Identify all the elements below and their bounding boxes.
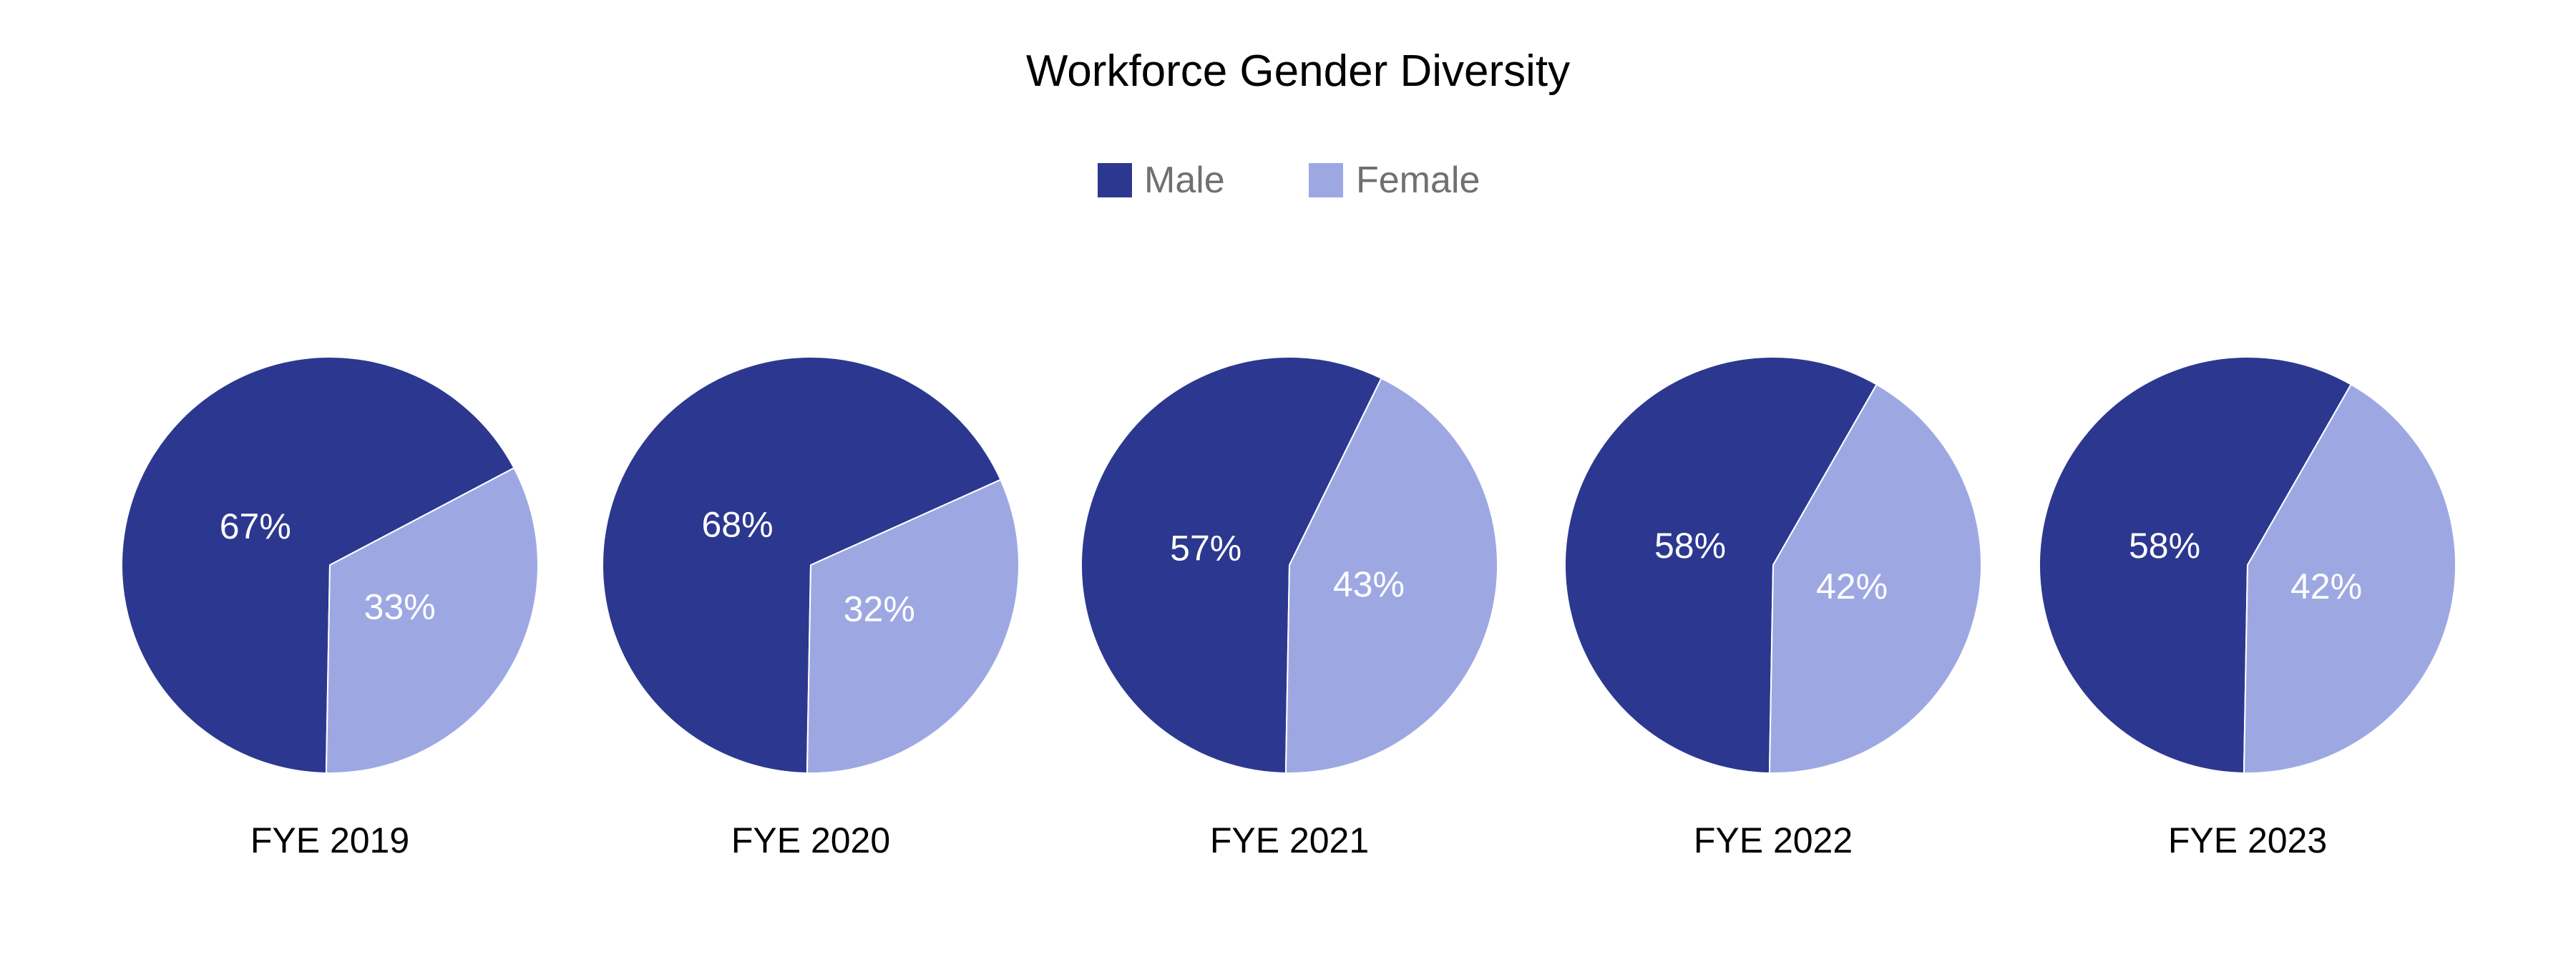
legend: Male Female [1098, 160, 1480, 201]
pie-5: 58% 42% FYE 2023 [2039, 356, 2457, 860]
slice-value-label-male: 67% [220, 506, 291, 546]
pie-slice-male[interactable] [602, 356, 1002, 774]
pie-slice-female[interactable] [1768, 383, 1983, 774]
pie-1: 67% 33% FYE 2019 [121, 356, 539, 860]
pie-slice-female[interactable] [806, 478, 1020, 774]
legend-item-female[interactable]: Female [1309, 160, 1480, 201]
slice-value-label-male: 68% [701, 504, 773, 544]
pie-3: 57% 43% FYE 2021 [1080, 356, 1499, 860]
pie-category-label: FYE 2019 [250, 820, 409, 860]
pie-slice-male[interactable] [1080, 356, 1382, 774]
slice-value-label-female: 43% [1333, 564, 1405, 604]
pie-slice-male[interactable] [2039, 356, 2352, 774]
pie-slice-female[interactable] [1284, 377, 1499, 774]
slice-value-label-female: 42% [1816, 566, 1888, 607]
pie-category-label: FYE 2020 [731, 820, 890, 860]
slice-value-label-male: 57% [1170, 528, 1241, 568]
pies: 67% 33% FYE 2019 68% 32% FYE 2020 57% 43% FYE 20… [121, 356, 2457, 860]
pie-slice-female[interactable] [2243, 383, 2457, 774]
slice-value-label-male: 58% [1654, 526, 1726, 566]
legend-swatch-female [1309, 163, 1343, 197]
chart-title: Workforce Gender Diversity [1026, 46, 1570, 96]
legend-swatch-male [1098, 163, 1132, 197]
slice-value-label-female: 42% [2290, 566, 2362, 607]
legend-label-male: Male [1144, 160, 1225, 201]
pie-category-label: FYE 2023 [2168, 820, 2327, 860]
pie-slice-male[interactable] [1564, 356, 1878, 774]
legend-item-male[interactable]: Male [1098, 160, 1225, 201]
slice-value-label-male: 58% [2129, 526, 2200, 566]
pie-2: 68% 32% FYE 2020 [602, 356, 1020, 860]
slice-value-label-female: 33% [364, 587, 436, 627]
pie-slice-female[interactable] [325, 466, 539, 774]
pie-category-label: FYE 2022 [1694, 820, 1853, 860]
pie-slice-male[interactable] [121, 356, 515, 774]
legend-label-female: Female [1356, 160, 1480, 201]
pie-4: 58% 42% FYE 2022 [1564, 356, 1983, 860]
slice-value-label-female: 32% [844, 589, 915, 629]
pie-category-label: FYE 2021 [1210, 820, 1369, 860]
